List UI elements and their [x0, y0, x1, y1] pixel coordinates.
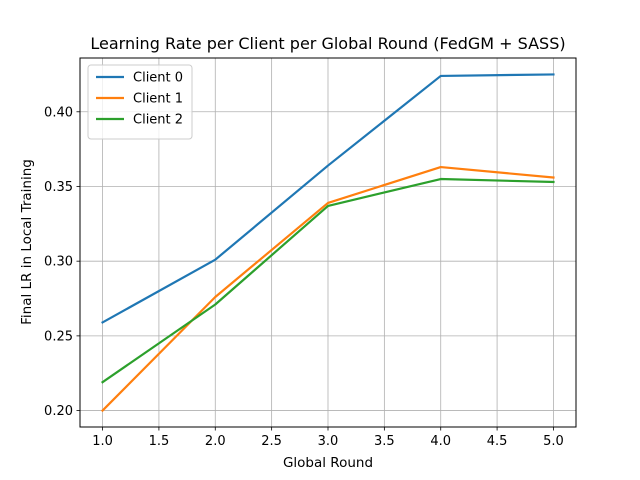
legend-label: Client 0 [133, 71, 183, 86]
x-tick-label: 2.5 [261, 434, 282, 449]
legend-label: Client 2 [133, 113, 183, 128]
y-tick-label: 0.30 [44, 255, 73, 270]
x-axis-label: Global Round [283, 455, 373, 471]
legend-box [87, 64, 193, 140]
series-line-client-0 [101, 73, 555, 324]
y-tick-label: 0.20 [44, 404, 73, 419]
series-layer [100, 73, 555, 413]
x-tick-label: 2.0 [205, 434, 226, 449]
x-tick-label: 5.0 [543, 434, 564, 449]
y-tick-label: 0.35 [44, 180, 73, 195]
legend-label: Client 1 [133, 92, 183, 107]
tick-layer: 1.0 1.5 2.0 2.5 3.0 3.5 4.0 4.5 5.0 0.20 0.25 0.30 0… [44, 105, 564, 449]
x-tick-label: 3.0 [318, 434, 339, 449]
y-axis-label: Final LR in Local Training [19, 159, 35, 325]
x-tick-label: 3.5 [374, 434, 395, 449]
y-tick-label: 0.25 [44, 329, 73, 344]
chart-title: Learning Rate per Client per Global Roun… [90, 34, 565, 53]
series-line-client-1 [100, 165, 555, 413]
x-tick-label: 1.5 [149, 434, 170, 449]
series-line-client-2 [101, 177, 555, 384]
x-tick-label: 4.5 [487, 434, 508, 449]
legend: Client 0 Client 1 Client 2 [87, 64, 193, 140]
x-tick-label: 4.0 [430, 434, 451, 449]
y-tick-label: 0.40 [44, 105, 73, 120]
x-tick-label: 1.0 [92, 434, 113, 449]
